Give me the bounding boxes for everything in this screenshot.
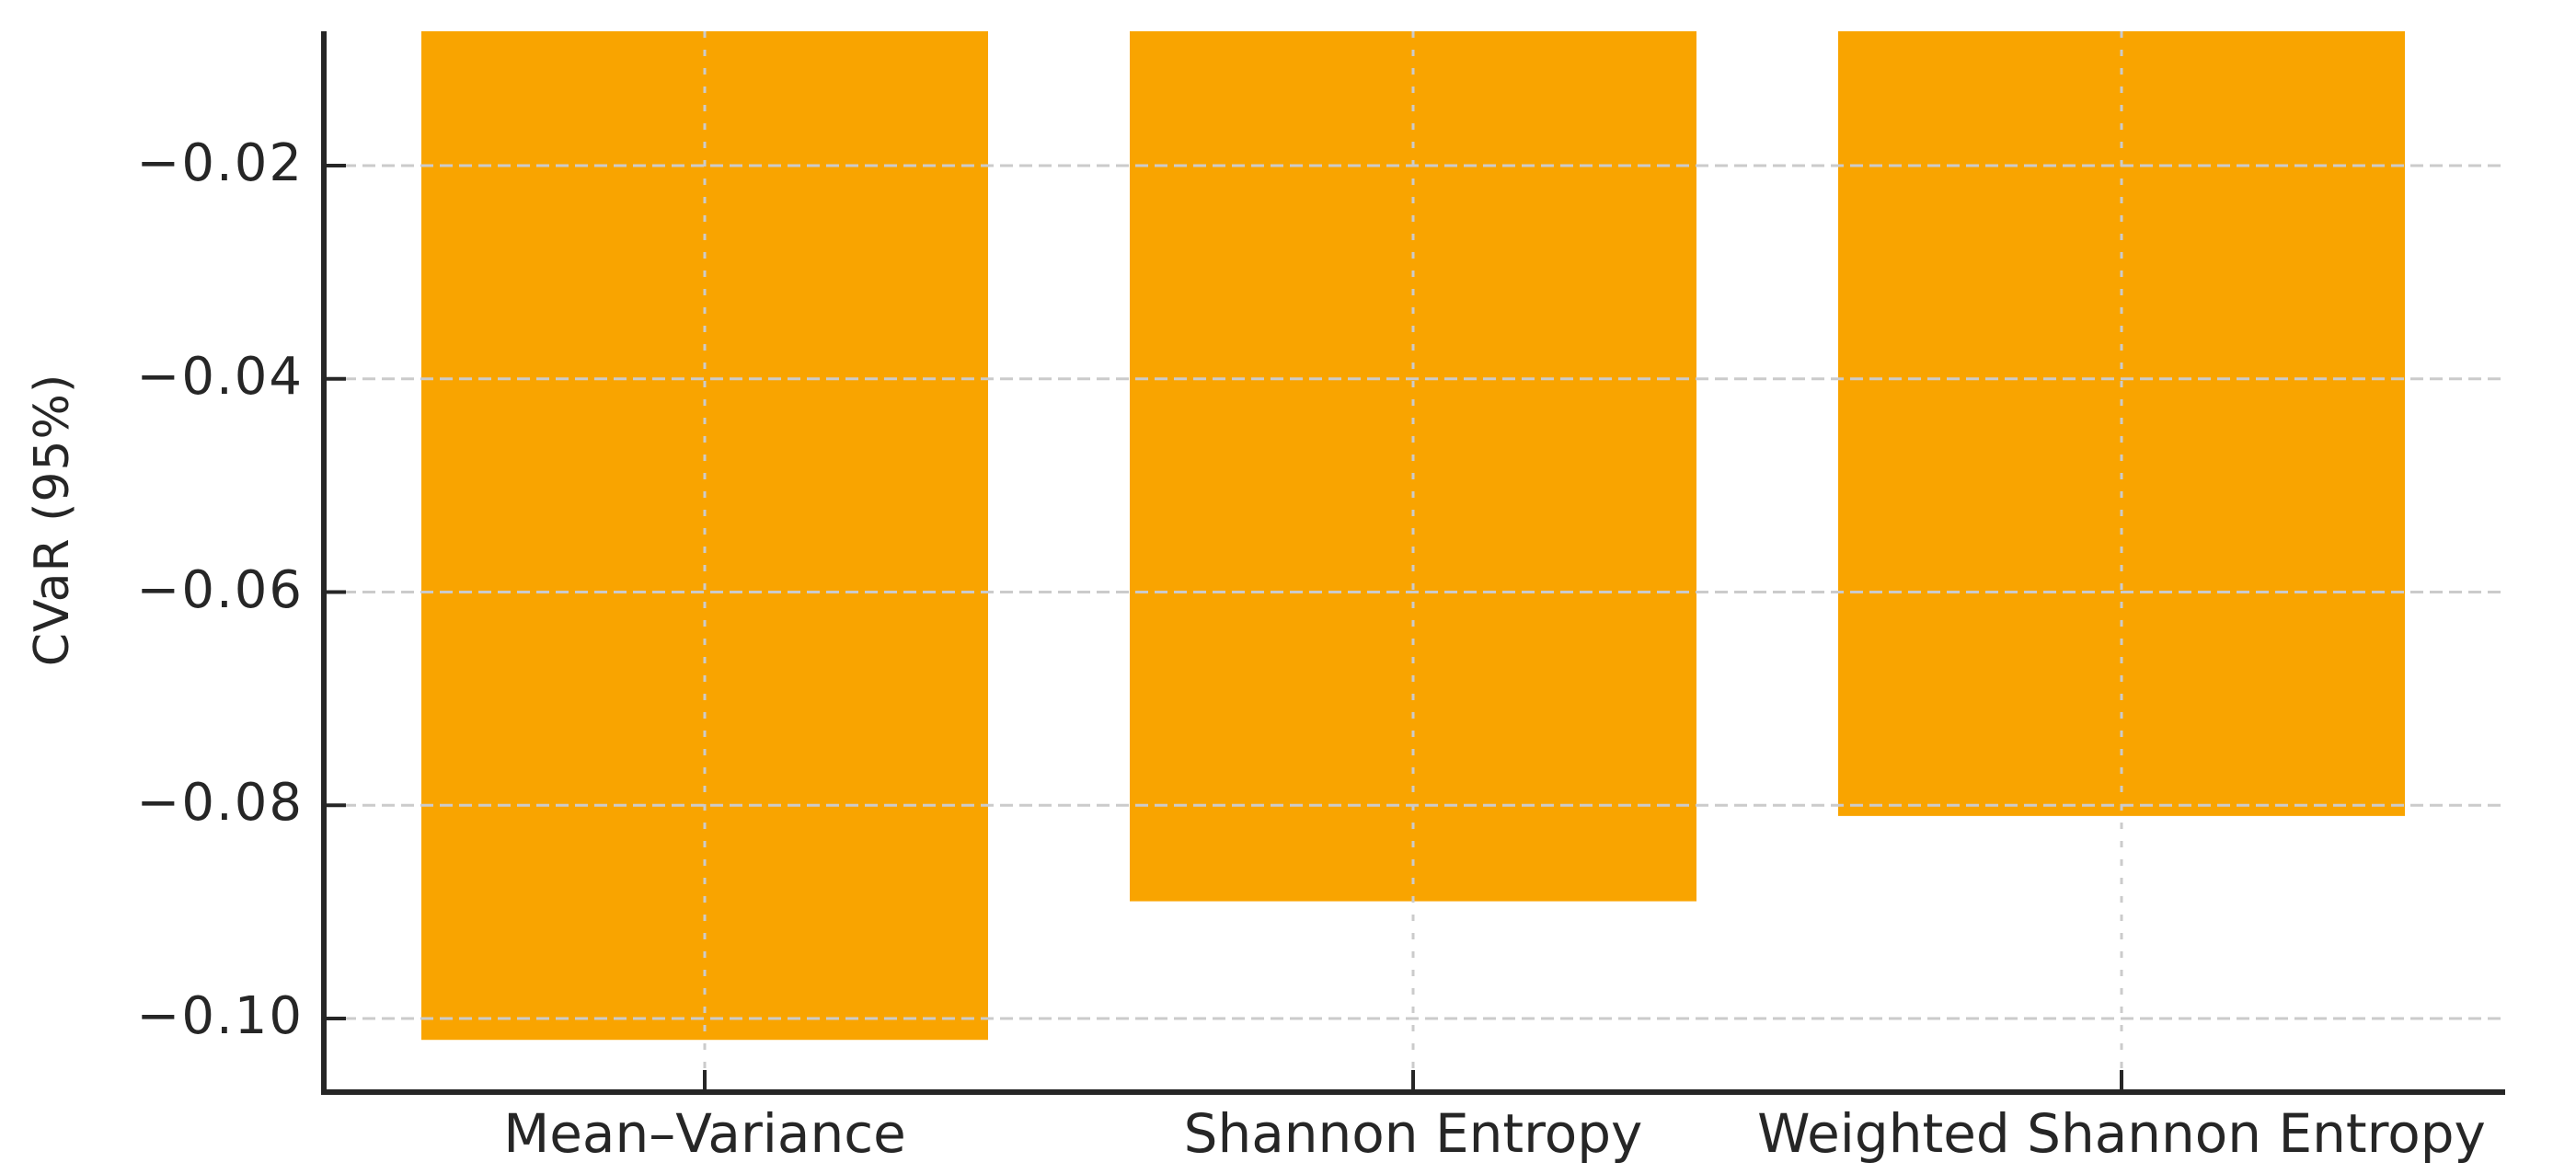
x-tick-label: Mean–Variance <box>503 1102 906 1165</box>
x-tick-label: Shannon Entropy <box>1183 1102 1643 1165</box>
y-tick-label: −0.04 <box>136 346 304 407</box>
bar-shannon-entropy <box>1130 31 1696 902</box>
x-tick-label: Weighted Shannon Entropy <box>1757 1102 2486 1165</box>
y-axis-label: CVaR (95%) <box>25 373 80 667</box>
y-tick-label: −0.08 <box>136 773 304 834</box>
y-tick-label: −0.10 <box>136 985 304 1046</box>
y-tick-label: −0.06 <box>136 559 304 620</box>
y-tick-label: −0.02 <box>136 132 304 193</box>
